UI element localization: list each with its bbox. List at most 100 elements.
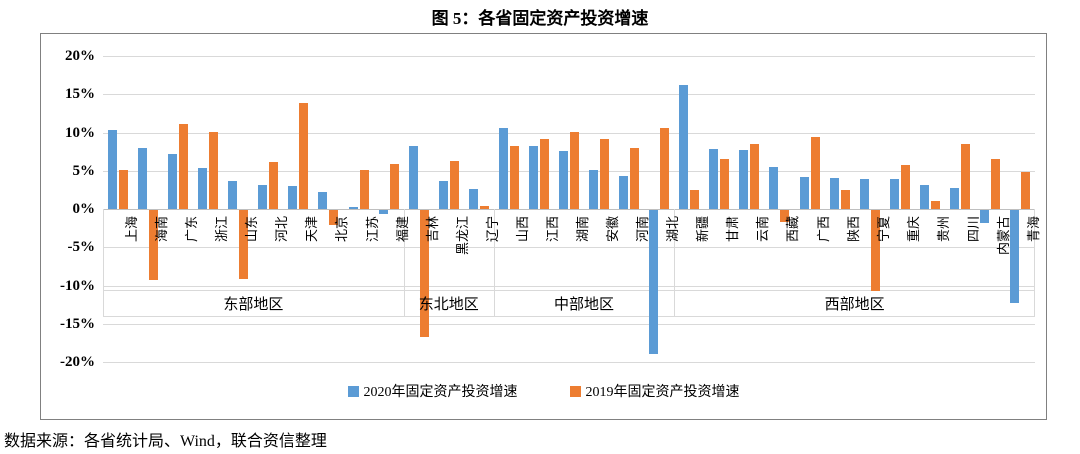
category-label-辽宁: 辽宁	[484, 216, 500, 243]
gridline	[103, 247, 1035, 249]
region-divider	[674, 209, 676, 316]
region-divider	[493, 209, 495, 316]
bar-广西-2019	[810, 137, 820, 209]
region-label-西部地区: 西部地区	[824, 297, 885, 313]
bar-浙江-2019	[209, 131, 219, 209]
bar-河北-2019	[269, 162, 279, 209]
bar-贵州-2020	[919, 184, 929, 209]
y-tick-label: -10%	[60, 277, 95, 294]
bar-辽宁-2019	[479, 205, 489, 209]
category-label-江西: 江西	[544, 216, 560, 243]
category-label-北京: 北京	[334, 216, 350, 243]
bar-吉林-2020	[408, 145, 418, 209]
bar-天津-2020	[288, 186, 298, 209]
category-label-山东: 山东	[244, 216, 260, 243]
category-label-安徽: 安徽	[605, 216, 621, 243]
bar-山西-2020	[498, 127, 508, 209]
bar-辽宁-2020	[468, 189, 478, 209]
region-divider	[403, 209, 405, 316]
region-label-东部地区: 东部地区	[223, 297, 284, 313]
bar-四川-2020	[949, 187, 959, 209]
chart-title: 图 5：各省固定资产投资增速	[431, 9, 649, 28]
category-label-青海: 青海	[1025, 216, 1041, 243]
bar-西藏-2019	[780, 210, 790, 223]
bar-山东-2019	[239, 210, 249, 279]
region-label-中部地区: 中部地区	[554, 297, 615, 313]
region-band-top-line	[103, 290, 1035, 291]
y-tick-label: 10%	[65, 124, 95, 141]
bar-陕西-2020	[829, 177, 839, 209]
legend-item-2019: 2019年固定资产投资增速	[569, 381, 740, 401]
bar-江苏-2019	[359, 169, 369, 209]
bar-重庆-2020	[889, 179, 899, 209]
category-label-新疆: 新疆	[695, 216, 711, 243]
bar-浙江-2020	[198, 167, 208, 209]
category-label-海南: 海南	[154, 216, 170, 243]
gridline	[103, 170, 1035, 172]
bar-青海-2019	[1020, 172, 1030, 209]
bar-天津-2019	[299, 102, 309, 209]
bar-河北-2020	[258, 184, 268, 209]
legend-label-2020: 2020年固定资产投资增速	[363, 385, 518, 400]
region-divider	[1034, 209, 1035, 316]
category-label-陕西: 陕西	[845, 216, 861, 243]
gridline	[103, 285, 1035, 287]
region-label-东北地区: 东北地区	[418, 297, 479, 313]
gridline	[103, 132, 1035, 134]
legend-label-2019: 2019年固定资产投资增速	[585, 385, 740, 400]
bar-新疆-2020	[679, 85, 689, 209]
bar-内蒙古-2020	[979, 210, 989, 223]
bar-青海-2020	[1009, 210, 1019, 304]
bar-黑龙江-2020	[438, 181, 448, 209]
bar-安徽-2020	[589, 169, 599, 209]
category-label-广西: 广西	[815, 216, 831, 243]
bar-宁夏-2019	[870, 210, 880, 292]
bar-甘肃-2019	[720, 159, 730, 209]
bar-湖南-2019	[570, 131, 579, 209]
bar-四川-2019	[960, 143, 970, 209]
bar-新疆-2019	[690, 189, 700, 209]
category-label-云南: 云南	[755, 216, 771, 243]
bar-江西-2020	[528, 146, 538, 209]
category-label-上海: 上海	[124, 216, 140, 243]
bar-吉林-2019	[419, 210, 429, 337]
y-tick-label: 20%	[65, 48, 95, 64]
bar-湖南-2020	[559, 150, 568, 209]
gridline	[103, 323, 1035, 325]
bar-宁夏-2020	[859, 179, 869, 209]
bar-广东-2020	[168, 153, 178, 209]
bar-贵州-2019	[930, 201, 940, 209]
bar-湖北-2020	[649, 210, 659, 354]
bar-河南-2019	[630, 147, 640, 209]
category-label-四川: 四川	[965, 216, 981, 243]
y-tick-label: -15%	[60, 315, 95, 332]
category-label-河北: 河北	[274, 216, 290, 243]
bar-北京-2019	[329, 210, 339, 226]
category-label-宁夏: 宁夏	[875, 216, 891, 243]
bar-黑龙江-2019	[449, 160, 459, 209]
bar-福建-2019	[389, 163, 399, 209]
category-label-内蒙古: 内蒙古	[995, 216, 1011, 256]
bar-西藏-2020	[769, 166, 779, 209]
category-label-福建: 福建	[394, 216, 410, 243]
category-label-重庆: 重庆	[905, 216, 921, 243]
bar-广西-2020	[799, 176, 809, 209]
bar-云南-2019	[750, 143, 760, 209]
y-tick-label: 5%	[72, 162, 96, 179]
legend-swatch-2020-icon	[347, 385, 359, 397]
category-label-天津: 天津	[304, 216, 320, 243]
y-tick-label: 15%	[65, 86, 95, 103]
gridline	[103, 362, 1035, 363]
legend-swatch-2019-icon	[569, 385, 581, 397]
bar-山西-2019	[509, 145, 519, 209]
category-label-浙江: 浙江	[214, 216, 230, 243]
bar-福建-2020	[378, 210, 388, 214]
category-label-河南: 河南	[635, 216, 651, 243]
bar-陕西-2019	[840, 189, 850, 209]
legend-item-2020: 2020年固定资产投资增速	[347, 381, 518, 401]
legend: 2020年固定资产投资增速 2019年固定资产投资增速	[41, 381, 1046, 401]
bar-广东-2019	[179, 124, 189, 209]
category-label-湖北: 湖北	[665, 216, 681, 243]
plot-area: 上海 海南 广东 浙江 山东 河北 天津 北京 江苏 福建 吉林 黑龙江 辽宁 山西 江西 湖南 安徽 河南 湖北新…	[103, 56, 1041, 363]
bar-江西-2019	[539, 138, 549, 209]
